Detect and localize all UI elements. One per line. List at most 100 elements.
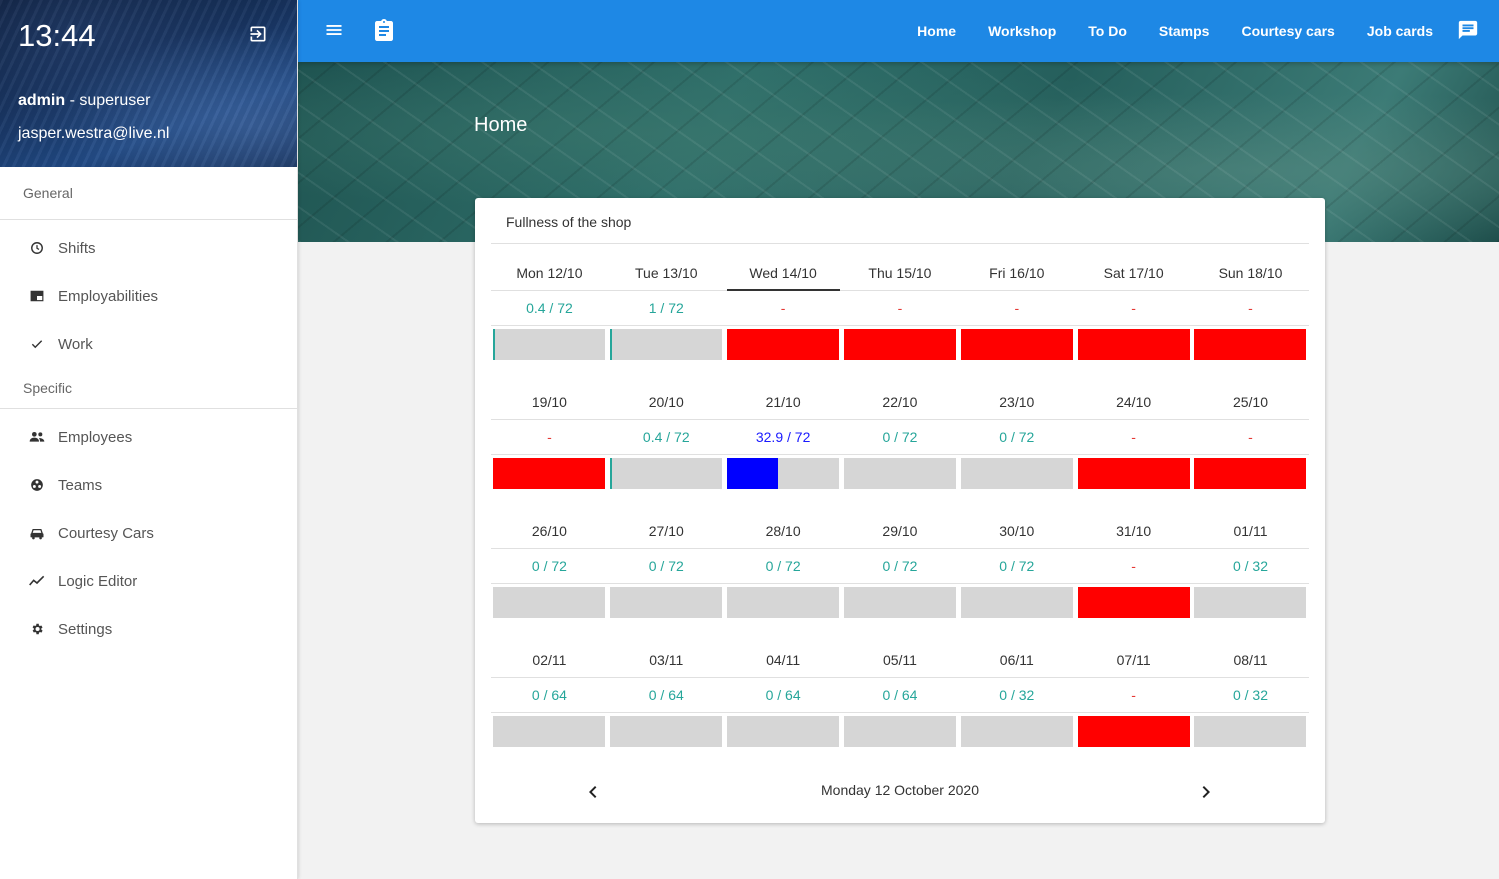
day-value: - [1248, 429, 1253, 445]
card-divider [491, 243, 1309, 244]
day-label[interactable]: 07/11 [1116, 652, 1151, 668]
capacity-bar [960, 715, 1073, 747]
day-value: 0 / 72 [531, 558, 567, 574]
nav-home[interactable]: Home [917, 23, 957, 39]
user-email: jasper.westra@live.nl [18, 125, 170, 142]
chat-icon[interactable] [1457, 19, 1479, 41]
menu-icon[interactable] [324, 20, 344, 40]
day-label[interactable]: Sun 18/10 [1218, 265, 1283, 281]
day-label[interactable]: 19/10 [531, 394, 567, 410]
capacity-bar [1194, 715, 1307, 747]
calendar-week: 02/11 03/11 04/11 05/11 06/11 07/11 08/11 0 / 6… [491, 631, 1309, 749]
day-bar-cell [842, 457, 959, 489]
day-bar-cell [958, 457, 1075, 489]
sidebar-item-label: Work [58, 335, 93, 353]
day-value: 0.4 / 72 [526, 300, 573, 316]
day-label[interactable]: 01/11 [1233, 523, 1268, 539]
current-date: Monday 12 October 2020 [821, 782, 979, 798]
day-value: 0 / 72 [882, 558, 918, 574]
chevron-right-icon[interactable] [1194, 780, 1218, 804]
sidebar-item-shifts[interactable]: Shifts [0, 224, 297, 272]
specific-nav: Employees Teams Courtesy Cars Logic Edit… [0, 409, 297, 657]
day-label[interactable]: Wed 14/10 [725, 244, 842, 291]
day-bar-cell [1075, 715, 1192, 747]
logout-icon[interactable] [247, 24, 269, 44]
day-value: 0 / 32 [1232, 558, 1268, 574]
day-bar-cell [958, 715, 1075, 747]
day-label[interactable]: 05/11 [882, 652, 917, 668]
capacity-bar [843, 457, 956, 489]
sidebar-item-work[interactable]: Work [0, 320, 297, 368]
day-value: 1 / 72 [648, 300, 684, 316]
day-bar-cell [842, 715, 959, 747]
day-label[interactable]: 22/10 [882, 394, 918, 410]
day-value: 0 / 64 [648, 687, 684, 703]
day-label[interactable]: 06/11 [999, 652, 1034, 668]
day-label[interactable]: 03/11 [649, 652, 684, 668]
sidebar-item-teams[interactable]: Teams [0, 461, 297, 509]
car-icon [29, 525, 45, 541]
day-bar-cell [1192, 457, 1309, 489]
section-general: General [0, 167, 297, 220]
day-label[interactable]: 30/10 [999, 523, 1035, 539]
sidebar-item-settings[interactable]: Settings [0, 605, 297, 653]
capacity-fill [493, 328, 495, 360]
clipboard-icon[interactable] [374, 18, 394, 42]
day-label[interactable]: 20/10 [648, 394, 684, 410]
day-bar-cell [1192, 586, 1309, 618]
day-label[interactable]: Fri 16/10 [989, 265, 1045, 281]
nav-workshop[interactable]: Workshop [988, 23, 1057, 39]
day-label[interactable]: 29/10 [882, 523, 918, 539]
day-value: - [1131, 687, 1136, 703]
day-label[interactable]: 04/11 [766, 652, 801, 668]
day-label[interactable]: 23/10 [999, 394, 1035, 410]
bar-row [491, 326, 1309, 362]
day-value: - [780, 300, 786, 316]
sidebar-item-logic-editor[interactable]: Logic Editor [0, 557, 297, 605]
day-label[interactable]: 31/10 [1116, 523, 1152, 539]
day-value: 0 / 72 [648, 558, 684, 574]
day-label[interactable]: 27/10 [648, 523, 684, 539]
nav-to-do[interactable]: To Do [1088, 23, 1127, 39]
day-bar-cell [958, 328, 1075, 360]
day-label[interactable]: Mon 12/10 [516, 265, 583, 281]
day-label[interactable]: Tue 13/10 [635, 265, 698, 281]
day-label[interactable]: 02/11 [532, 652, 567, 668]
day-label[interactable]: 25/10 [1232, 394, 1268, 410]
chevron-left-icon[interactable] [581, 780, 605, 804]
capacity-bar [493, 586, 606, 618]
page-title: Home [474, 114, 528, 136]
bar-row [491, 584, 1309, 620]
day-value: - [1248, 300, 1253, 316]
nav-courtesy-cars[interactable]: Courtesy cars [1241, 23, 1335, 39]
day-label[interactable]: 21/10 [765, 394, 801, 410]
closed-day-bar [960, 328, 1073, 360]
day-label[interactable]: 26/10 [531, 523, 567, 539]
day-label[interactable]: 08/11 [1233, 652, 1268, 668]
calendar-week: 19/10 20/10 21/10 22/10 23/10 24/10 25/10 - 0.4 … [491, 373, 1309, 491]
value-row: 0 / 64 0 / 64 0 / 64 0 / 64 0 / 32 - 0 / 32 [491, 678, 1309, 713]
value-row: 0 / 72 0 / 72 0 / 72 0 / 72 0 / 72 - 0 / 32 [491, 549, 1309, 584]
capacity-fill [727, 457, 779, 489]
day-label[interactable]: 28/10 [765, 523, 801, 539]
day-label[interactable]: Sat 17/10 [1103, 265, 1164, 281]
nav-stamps[interactable]: Stamps [1158, 23, 1210, 39]
check-icon [29, 336, 45, 352]
sidebar-item-employabilities[interactable]: Employabilities [0, 272, 297, 320]
date-row: 26/10 27/10 28/10 29/10 30/10 31/10 01/11 [491, 502, 1309, 549]
day-bar-cell [608, 586, 725, 618]
day-bar-cell [1192, 328, 1309, 360]
capacity-bar [727, 586, 840, 618]
day-label[interactable]: Thu 15/10 [868, 265, 932, 281]
section-specific: Specific [0, 368, 297, 409]
day-value: 32.9 / 72 [755, 429, 811, 445]
nav-job-cards[interactable]: Job cards [1366, 23, 1433, 39]
general-nav: Shifts Employabilities Work [0, 220, 297, 372]
fullness-card: Fullness of the shop Mon 12/10 Tue 13/10 W… [475, 198, 1325, 823]
day-label[interactable]: 24/10 [1116, 394, 1152, 410]
day-bar-cell [842, 586, 959, 618]
day-value: - [547, 429, 552, 445]
value-row: 0.4 / 72 1 / 72 - - - - - [491, 291, 1309, 326]
sidebar-item-courtesy-cars[interactable]: Courtesy Cars [0, 509, 297, 557]
sidebar-item-employees[interactable]: Employees [0, 413, 297, 461]
